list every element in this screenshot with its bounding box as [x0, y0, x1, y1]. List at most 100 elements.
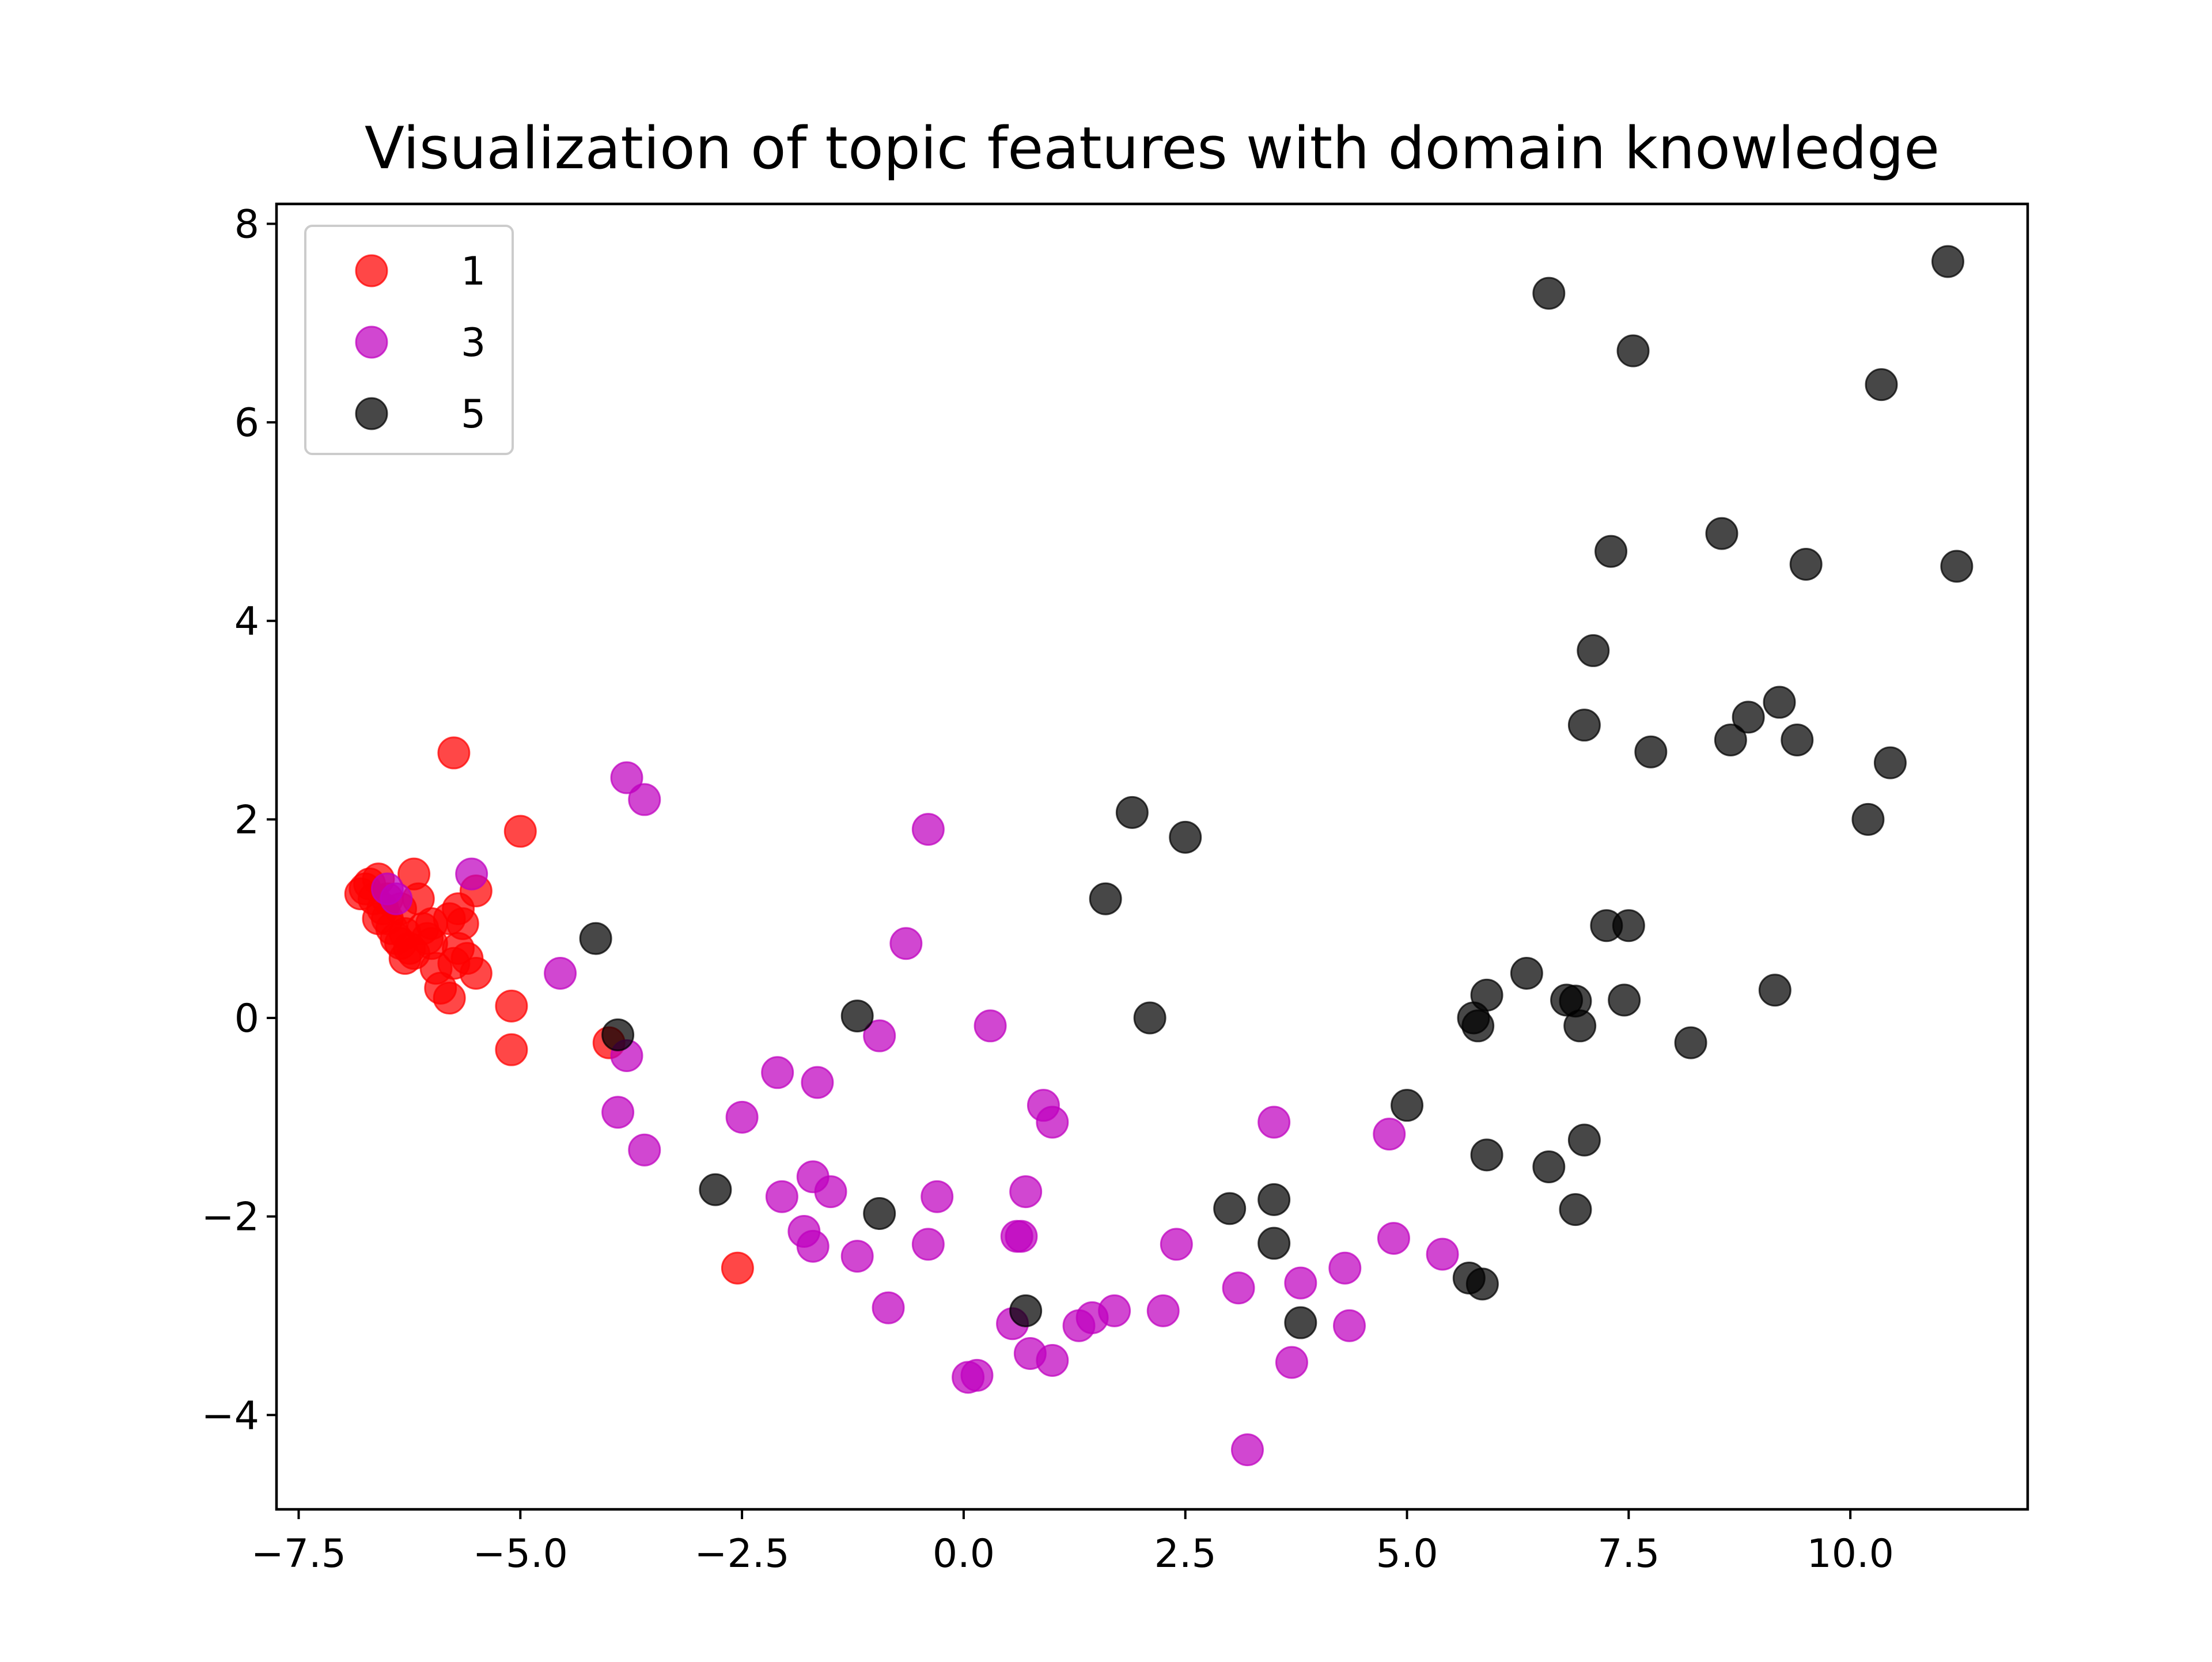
point-series-5	[1391, 1089, 1424, 1122]
point-series-3	[628, 783, 661, 816]
x-tick-label: 5.0	[1376, 1531, 1438, 1577]
y-tick-label: 4	[234, 599, 259, 645]
point-series-1	[446, 907, 479, 940]
point-series-5	[1714, 724, 1747, 757]
point-series-5	[1510, 956, 1543, 990]
y-tick-label: 2	[234, 797, 259, 843]
x-tick-label: −5.0	[473, 1531, 568, 1577]
point-series-5	[1461, 1009, 1495, 1043]
legend-marker-5	[355, 397, 388, 430]
point-series-1	[495, 1033, 528, 1066]
point-series-1	[459, 956, 493, 990]
point-series-5	[1789, 548, 1823, 581]
point-series-1	[433, 982, 466, 1015]
point-series-3	[814, 1175, 847, 1209]
point-series-5	[1115, 796, 1149, 829]
point-series-5	[1865, 368, 1898, 402]
point-series-5	[1567, 1123, 1601, 1157]
point-series-3	[1373, 1118, 1406, 1151]
point-series-3	[974, 1009, 1007, 1043]
plot-points	[344, 245, 1974, 1467]
point-series-5	[1674, 1026, 1707, 1059]
x-tick-label: 10.0	[1806, 1531, 1893, 1577]
point-series-5	[1532, 1150, 1566, 1183]
point-series-3	[725, 1100, 759, 1134]
point-series-3	[544, 956, 577, 990]
point-series-3	[765, 1180, 798, 1213]
point-series-5	[1608, 983, 1641, 1017]
point-series-3	[1222, 1271, 1255, 1305]
point-series-5	[1532, 277, 1566, 310]
y-tick-label: 8	[234, 202, 259, 247]
point-series-3	[761, 1056, 794, 1089]
x-axis: −7.5 −5.0 −2.5 0.0 2.5 5.0 7.5 10.0	[251, 1509, 1894, 1577]
point-series-3	[1036, 1344, 1069, 1377]
y-axis: −4 −2 0 2 4 6 8	[202, 202, 276, 1438]
point-series-5	[1089, 882, 1122, 915]
point-series-5	[863, 1197, 896, 1230]
point-series-3	[601, 1096, 635, 1129]
point-series-3	[1426, 1237, 1459, 1271]
point-series-5	[579, 922, 612, 955]
point-series-5	[1169, 820, 1202, 854]
point-series-3	[455, 857, 488, 891]
legend-marker-1	[355, 254, 388, 287]
point-series-5	[1257, 1183, 1291, 1216]
point-series-3	[380, 882, 413, 915]
point-series-3	[1328, 1251, 1362, 1285]
point-series-5	[1763, 686, 1796, 719]
point-series-5	[1732, 701, 1765, 734]
legend: 1 3 5	[304, 225, 514, 455]
point-series-5	[1931, 245, 1964, 278]
point-series-5	[1559, 1193, 1592, 1226]
point-series-3	[1036, 1106, 1069, 1139]
point-series-5	[1257, 1226, 1291, 1260]
x-tick-label: 7.5	[1597, 1531, 1660, 1577]
point-series-3	[863, 1019, 896, 1053]
point-series-3	[1284, 1266, 1317, 1300]
point-series-1	[495, 989, 528, 1023]
y-tick-label: 0	[234, 996, 259, 1042]
point-series-5	[699, 1173, 732, 1206]
point-series-5	[1009, 1294, 1043, 1327]
point-series-3	[628, 1133, 661, 1167]
point-series-1	[721, 1251, 754, 1285]
point-series-1	[437, 736, 471, 770]
legend-label: 5	[461, 392, 486, 437]
point-series-3	[1332, 1309, 1366, 1342]
point-series-3	[1230, 1433, 1264, 1467]
point-series-5	[1284, 1306, 1317, 1339]
axes-frame	[275, 202, 2029, 1511]
point-series-5	[1758, 974, 1791, 1007]
chart-title: Visualization of topic features with dom…	[365, 114, 1940, 182]
point-series-5	[1470, 978, 1503, 1012]
point-series-5	[1470, 1138, 1503, 1172]
point-series-5	[1594, 535, 1628, 568]
point-series-1	[415, 907, 448, 940]
point-series-3	[610, 761, 643, 794]
point-series-5	[1577, 634, 1610, 667]
point-series-5	[1616, 334, 1650, 368]
legend-label: 1	[461, 249, 486, 294]
point-series-5	[1634, 735, 1668, 768]
point-series-3	[889, 927, 923, 960]
x-tick-label: −7.5	[251, 1531, 346, 1577]
legend-label: 3	[461, 320, 486, 366]
point-series-3	[1160, 1228, 1193, 1261]
point-series-3	[1098, 1294, 1131, 1327]
point-series-3	[1275, 1346, 1308, 1379]
point-series-5	[1781, 724, 1814, 757]
point-series-5	[1465, 1267, 1499, 1301]
point-series-3	[1257, 1106, 1291, 1139]
legend-marker-3	[355, 325, 388, 359]
legend-box	[304, 225, 514, 455]
point-series-5	[1133, 1001, 1166, 1035]
x-tick-label: 2.5	[1154, 1531, 1217, 1577]
point-series-3	[1009, 1175, 1043, 1209]
point-series-3	[1005, 1220, 1038, 1253]
point-series-3	[801, 1066, 834, 1099]
point-series-5	[1567, 709, 1601, 742]
point-series-1	[419, 952, 453, 985]
point-series-3	[911, 813, 945, 846]
point-series-3	[921, 1180, 954, 1213]
